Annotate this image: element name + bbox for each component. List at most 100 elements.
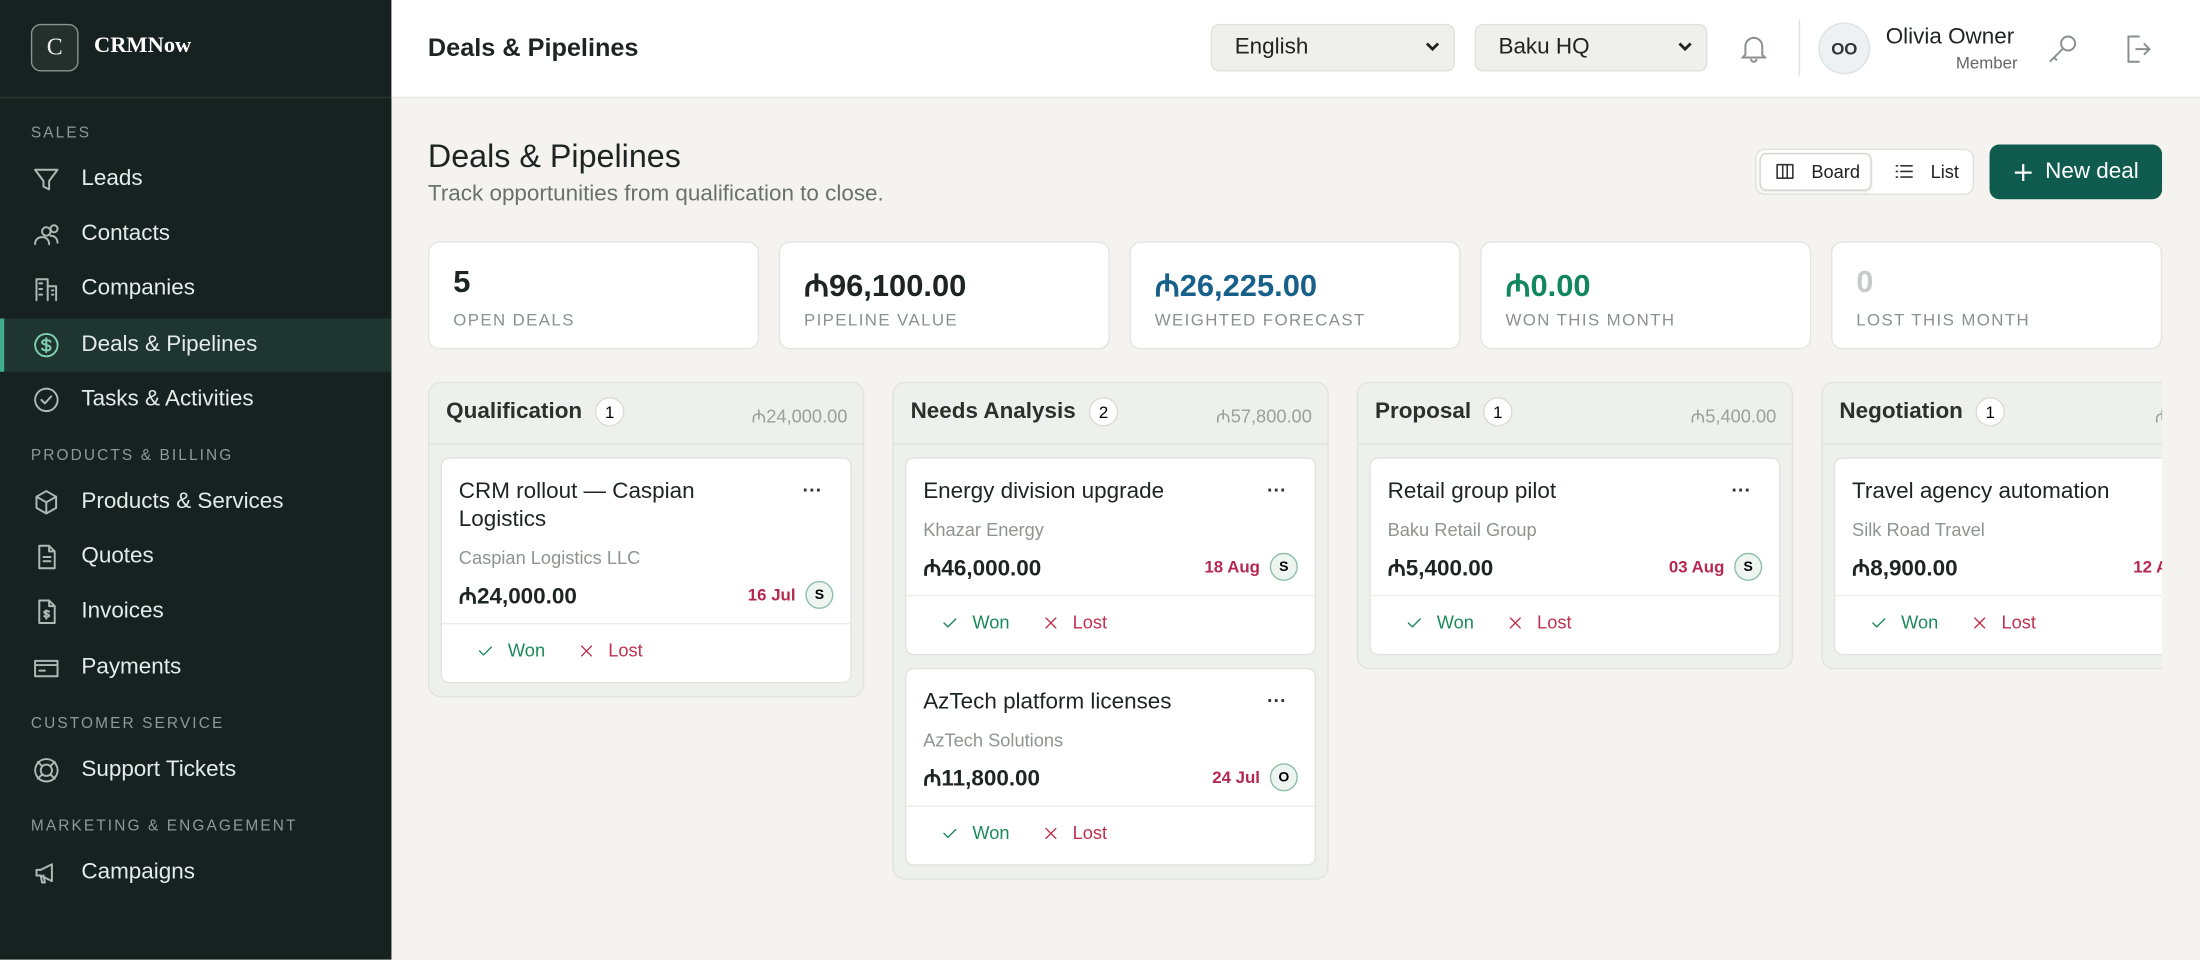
icon: [943, 617, 957, 627]
won-button[interactable]: Won: [940, 822, 1010, 844]
pipeline-column: Qualification 1 ₼24,000.00 CRM rollout — Ca…: [427, 381, 865, 698]
icon: [34, 332, 59, 357]
deal-date: 24 Jul: [1212, 767, 1260, 788]
lost-button[interactable]: Lost: [1969, 612, 2036, 633]
stat-value: ₼96,100.00: [803, 267, 967, 304]
stat-label: PIPELINE VALUE: [803, 310, 959, 330]
deal-card[interactable]: Energy division upgrade ··· Khazar Energy ₼…: [904, 457, 1317, 656]
deal-card[interactable]: Travel agency automation···Silk Road Tra…: [1833, 457, 2163, 656]
won-button[interactable]: Won: [1404, 612, 1474, 633]
nav-label: Quotes: [81, 544, 154, 569]
lost-button[interactable]: Lost: [1040, 822, 1107, 843]
nav-label: Deals & Pipelines: [81, 331, 258, 356]
nav-label: Leads: [81, 166, 143, 191]
deal-amount: ₼5,400.00: [1387, 557, 1494, 581]
deal-actions: Won Lost: [1371, 596, 1779, 654]
icon: [35, 490, 58, 515]
nav-item[interactable]: Payments: [0, 641, 391, 694]
nav-label: Tasks & Activities: [81, 386, 254, 411]
stat-card: 5 OPEN DEALS: [427, 241, 760, 350]
pipeline-column: Proposal 1 ₼5,400.00 Retail group pilot ··· B…: [1356, 381, 1794, 670]
deal-row: ₼11,800.00 24 Jul O: [906, 751, 1315, 807]
column-header: Needs Analysis 2 ₼57,800.00: [893, 383, 1328, 445]
deal-company: AzTech Solutions: [923, 729, 1064, 751]
deal-owner: S: [1269, 552, 1298, 581]
nav-item[interactable]: Companies: [0, 263, 391, 316]
column-count: 1: [1483, 397, 1513, 427]
location: Baku HQ: [1498, 35, 1590, 59]
view-button[interactable]: List: [1880, 153, 1973, 191]
stat-value: 0: [1856, 263, 1874, 299]
location-select[interactable]: Baku HQ: [1474, 23, 1708, 72]
main: Deals & Pipelines Track opportunities fr…: [427, 98, 2163, 959]
column-header: Qualification 1 ₼24,000.00: [429, 383, 863, 445]
column-total: ₼5,400.00: [1690, 405, 1777, 427]
section-label: SALES: [30, 124, 92, 142]
card-menu[interactable]: ···: [1266, 478, 1287, 501]
icon: [580, 644, 592, 656]
avatar[interactable]: OO: [1818, 22, 1871, 75]
won-button[interactable]: Won: [1869, 612, 1938, 633]
view-toggle: Board List: [1755, 148, 1975, 196]
new-deal-button[interactable]: New deal: [1989, 144, 2163, 200]
icon: [35, 863, 53, 884]
view-button[interactable]: Board: [1759, 152, 1872, 191]
icon: [34, 387, 59, 412]
topbar-title: Deals & Pipelines: [427, 33, 639, 62]
plus-icon: [2014, 163, 2032, 181]
nav-item[interactable]: Contacts: [0, 208, 391, 261]
nav-item[interactable]: Support Tickets: [0, 743, 391, 796]
won-button[interactable]: Won: [476, 640, 545, 661]
deal-card[interactable]: CRM rollout — Caspian Logistics ··· Caspia…: [440, 457, 852, 684]
nav-item[interactable]: Products & Services: [0, 476, 391, 529]
lost-button[interactable]: Lost: [576, 640, 643, 661]
card-menu[interactable]: ···: [1266, 688, 1287, 712]
stat-label: WON THIS MONTH: [1505, 310, 1676, 330]
icon: [34, 757, 59, 783]
nav-item[interactable]: Leads: [0, 153, 391, 206]
nav-item[interactable]: Campaigns: [0, 846, 391, 899]
section-label: MARKETING & ENGAGEMENT: [30, 817, 298, 835]
column-name: Qualification: [446, 399, 583, 424]
deal-card[interactable]: Retail group pilot ··· Baku Retail Group ₼5…: [1369, 457, 1781, 656]
deal-title: Retail group pilot: [1387, 479, 1557, 504]
won-label: Won: [972, 822, 1010, 844]
won-label: Won: [507, 639, 546, 661]
language-select[interactable]: English: [1210, 23, 1455, 72]
bell-icon[interactable]: [1741, 35, 1767, 63]
stat-label: OPEN DEALS: [453, 310, 575, 330]
deal-actions: Won Lost: [442, 624, 850, 682]
deal-date: 16 Jul: [747, 585, 796, 605]
lost-label: Lost: [1072, 822, 1108, 844]
column-total: ₼24,000.00: [751, 405, 848, 427]
nav-item[interactable]: Quotes: [0, 531, 391, 584]
lost-button[interactable]: Lost: [1505, 612, 1572, 633]
icon: [1044, 827, 1056, 839]
lost-button[interactable]: Lost: [1040, 612, 1107, 633]
nav-item[interactable]: Invoices: [0, 586, 391, 639]
lost-label: Lost: [1537, 611, 1572, 633]
lost-label: Lost: [1072, 611, 1108, 633]
chevron: [1425, 42, 1440, 52]
logout-icon[interactable]: [2124, 34, 2152, 65]
stat-card: 0 LOST THIS MONTH: [1830, 241, 2163, 350]
stat-card: ₼0.00 WON THIS MONTH: [1480, 241, 1812, 350]
column-name: Negotiation: [1839, 399, 1963, 424]
icon: [34, 168, 59, 191]
won-button[interactable]: Won: [940, 611, 1010, 633]
won-label: Won: [972, 611, 1010, 633]
divider: [1798, 19, 1801, 76]
divider: [0, 96, 392, 99]
card-menu[interactable]: ···: [1731, 478, 1752, 501]
nav-item[interactable]: Tasks & Activities: [0, 373, 391, 426]
deal-card[interactable]: AzTech platform licenses ··· AzTech Soluti…: [904, 667, 1317, 866]
column-count: 1: [1975, 397, 2005, 427]
nav-label: Companies: [81, 276, 195, 301]
nav-label: Products & Services: [81, 489, 284, 514]
card-menu[interactable]: ···: [802, 478, 823, 501]
key-icon[interactable]: [2047, 34, 2078, 65]
nav-item[interactable]: Deals & Pipelines: [0, 317, 392, 372]
icon: [34, 224, 59, 246]
